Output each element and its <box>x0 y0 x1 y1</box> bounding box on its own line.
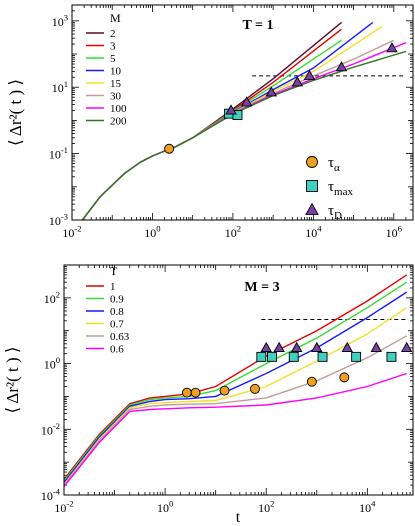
series-line-100 <box>81 42 407 220</box>
marker-legend-label: τmax <box>328 179 353 198</box>
marker-triangle <box>290 341 303 352</box>
x-tick-label: 10-2 <box>54 499 73 515</box>
panel-title: T = 1 <box>242 18 273 33</box>
marker-square <box>232 110 243 121</box>
marker-circle <box>339 372 350 383</box>
x-tick-label: 10-2 <box>62 224 81 240</box>
marker-triangle <box>386 42 398 53</box>
legend-label: 0.8 <box>110 306 124 318</box>
legend-label: 15 <box>110 78 122 90</box>
marker-circle <box>164 143 175 154</box>
x-tick-label: 104 <box>305 224 322 240</box>
legend-label: 0.63 <box>110 331 130 343</box>
marker-legend-symbol <box>306 180 318 192</box>
y-tick-label: 10-2 <box>41 421 60 437</box>
top-panel: 10-2 100 102 104 106 10-3 10-1 101 103 M 235101530… <box>6 4 414 240</box>
marker-triangle <box>225 104 237 115</box>
y-axis-label: ⟨ Δr²( t ) ⟩ <box>6 79 25 146</box>
marker-legend-symbol <box>305 202 319 215</box>
legend-label: 1 <box>110 281 116 293</box>
series-group <box>81 21 407 220</box>
y-tick-label: 10-3 <box>49 212 68 228</box>
plot-frame <box>63 264 414 496</box>
marker-triangle <box>273 341 285 352</box>
plot-frame <box>71 4 414 221</box>
marker-square <box>351 351 362 362</box>
x-tick-label: 102 <box>225 224 241 240</box>
bottom-panel: 10-2 100 102 10410-410-2100102T10.90.80.70.… <box>3 264 414 526</box>
marker-triangle <box>341 341 353 352</box>
series-group <box>64 274 408 488</box>
marker-circle <box>306 376 317 387</box>
marker-legend-label: τα <box>328 155 340 174</box>
legend-label: 30 <box>110 91 122 103</box>
x-tick-label: 100 <box>157 499 173 515</box>
y-tick-label: 10-4 <box>41 487 61 503</box>
marker-triangle <box>370 341 382 352</box>
marker-square <box>386 351 397 362</box>
series-line-0.8 <box>64 291 408 483</box>
x-tick-label: 104 <box>359 499 376 515</box>
legend-title: M <box>110 11 121 25</box>
marker-triangle <box>335 61 348 72</box>
legend-label: 100 <box>110 103 127 115</box>
marker-circle <box>250 383 260 394</box>
legend-label: 3 <box>110 41 116 53</box>
marker-triangle <box>291 76 304 87</box>
marker-circle <box>219 385 230 396</box>
marker-legend-label: τD <box>328 203 342 222</box>
x-tick-label: 100 <box>144 224 160 240</box>
marker-square <box>317 351 328 362</box>
legend-label: 0.9 <box>110 294 124 306</box>
marker-circle <box>190 387 201 398</box>
marker-triangle <box>311 341 323 352</box>
y-tick-label: 100 <box>44 355 60 371</box>
legend-title: T <box>110 264 118 278</box>
x-tick-label: 102 <box>258 499 274 515</box>
series-line-5 <box>81 39 342 220</box>
marker-circle <box>181 387 192 398</box>
legend-label: 0.7 <box>110 319 124 331</box>
marker-triangle <box>240 96 253 107</box>
x-axis-label: t <box>236 509 241 526</box>
y-tick-label: 10-1 <box>49 145 68 161</box>
marker-triangle <box>303 69 316 80</box>
y-tick-label: 102 <box>44 289 60 305</box>
legend-label: 10 <box>110 66 122 78</box>
y-tick-label: 101 <box>52 79 68 95</box>
legend: T 10.90.80.70.630.6 <box>86 264 130 356</box>
marker-legend: τα τmax τD <box>305 155 353 222</box>
series-line-0.63 <box>64 335 408 486</box>
marker-square <box>288 351 299 362</box>
legend-label: 0.6 <box>110 344 124 356</box>
series-line-0.7 <box>64 307 408 485</box>
legend-label: 2 <box>110 28 116 40</box>
marker-triangle <box>265 86 278 97</box>
legend-label: 200 <box>110 116 127 128</box>
series-line-200 <box>81 50 407 220</box>
marker-triangle <box>400 341 413 352</box>
panel-title: M = 3 <box>244 280 279 295</box>
series-line-0.6 <box>64 372 407 488</box>
y-tick-label: 103 <box>52 12 68 28</box>
legend-label: 5 <box>110 53 116 65</box>
x-tick-label: 106 <box>386 224 403 240</box>
marker-square <box>256 351 267 362</box>
marker-triangle <box>260 341 272 352</box>
marker-legend-symbol <box>306 156 318 168</box>
marker-square <box>267 351 277 362</box>
y-axis-label: ⟨ Δr²( t ) ⟩ <box>3 346 22 413</box>
